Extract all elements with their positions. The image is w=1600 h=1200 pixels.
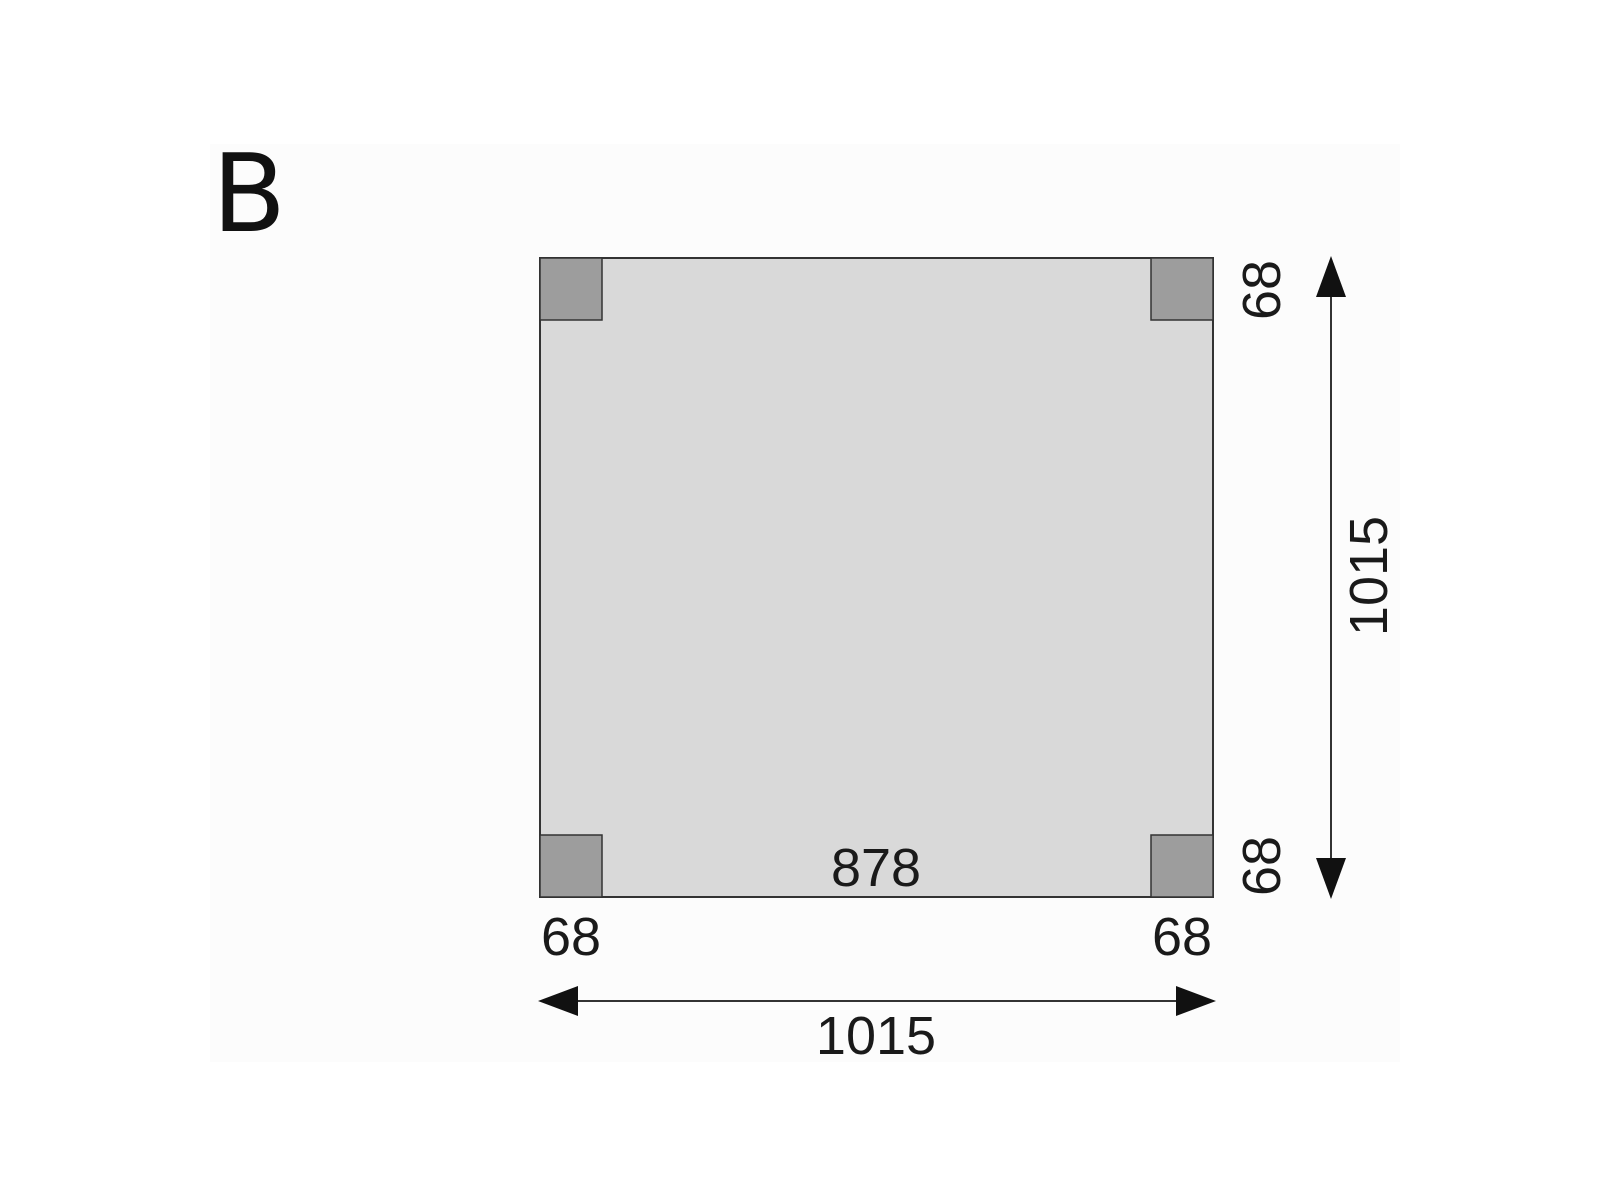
width-dimension-arrow (538, 986, 1216, 1016)
post-right-bottom-label: 68 (1232, 836, 1292, 896)
floor-area (539, 257, 1214, 898)
post-bottom-right-label: 68 (1152, 907, 1212, 967)
arrow-up-icon (1316, 256, 1346, 297)
total-depth-label: 1015 (1339, 516, 1399, 636)
post-top-right (1150, 257, 1214, 321)
post-top-left (539, 257, 603, 321)
post-bottom-left-label: 68 (541, 907, 601, 967)
post-bottom-right (1150, 834, 1214, 898)
inner-span-label: 878 (831, 838, 921, 898)
total-width-label: 1015 (816, 1006, 936, 1066)
figure-label: B (212, 132, 286, 257)
post-bottom-left (539, 834, 603, 898)
depth-dimension-arrow (1316, 256, 1346, 899)
arrow-right-icon (1176, 986, 1216, 1016)
post-right-top-label: 68 (1232, 260, 1292, 320)
arrow-left-icon (538, 986, 578, 1016)
arrow-down-icon (1316, 858, 1346, 899)
